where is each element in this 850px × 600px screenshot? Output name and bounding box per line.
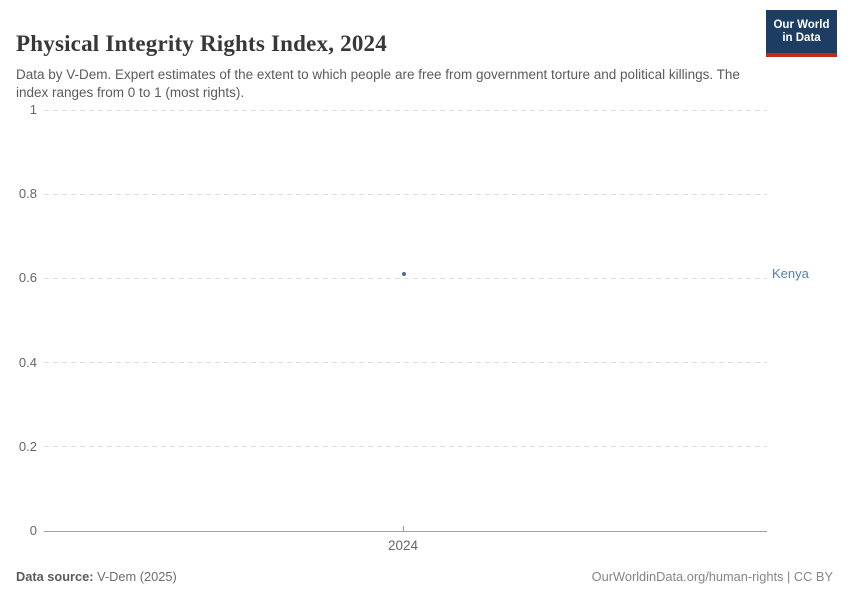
y-axis-tick-label: 1 (29, 102, 37, 117)
x-axis-tick (403, 525, 404, 531)
owid-logo-line2: in Data (782, 31, 821, 44)
x-axis-tick-label: 2024 (387, 538, 419, 553)
y-axis-tick-label: 0.2 (18, 438, 37, 454)
page-title: Physical Integrity Rights Index, 2024 (16, 31, 387, 57)
owid-logo[interactable]: Our World in Data (766, 10, 837, 57)
y-axis-tick-label: 0.4 (18, 354, 37, 370)
gridline (44, 277, 767, 279)
y-axis-tick-label: 0 (29, 523, 37, 538)
footer-link[interactable]: OurWorldinData.org/human-rights | CC BY (591, 569, 833, 584)
data-source-label: Data source: (16, 569, 94, 584)
gridline (44, 109, 767, 111)
owid-logo-line1: Our World (773, 18, 830, 31)
entity-label-kenya[interactable]: Kenya (772, 266, 809, 282)
gridline (44, 446, 767, 448)
gridline (44, 362, 767, 364)
data-source: Data source: V-Dem (2025) (16, 569, 177, 584)
y-axis-tick-label: 0.8 (18, 186, 37, 202)
data-point-kenya[interactable] (401, 272, 406, 277)
data-source-value: V-Dem (2025) (97, 569, 177, 584)
y-axis-tick-label: 0.6 (18, 270, 37, 286)
gridline (44, 193, 767, 195)
x-axis-line (44, 530, 767, 532)
chart-subtitle: Data by V-Dem. Expert estimates of the e… (16, 66, 740, 100)
